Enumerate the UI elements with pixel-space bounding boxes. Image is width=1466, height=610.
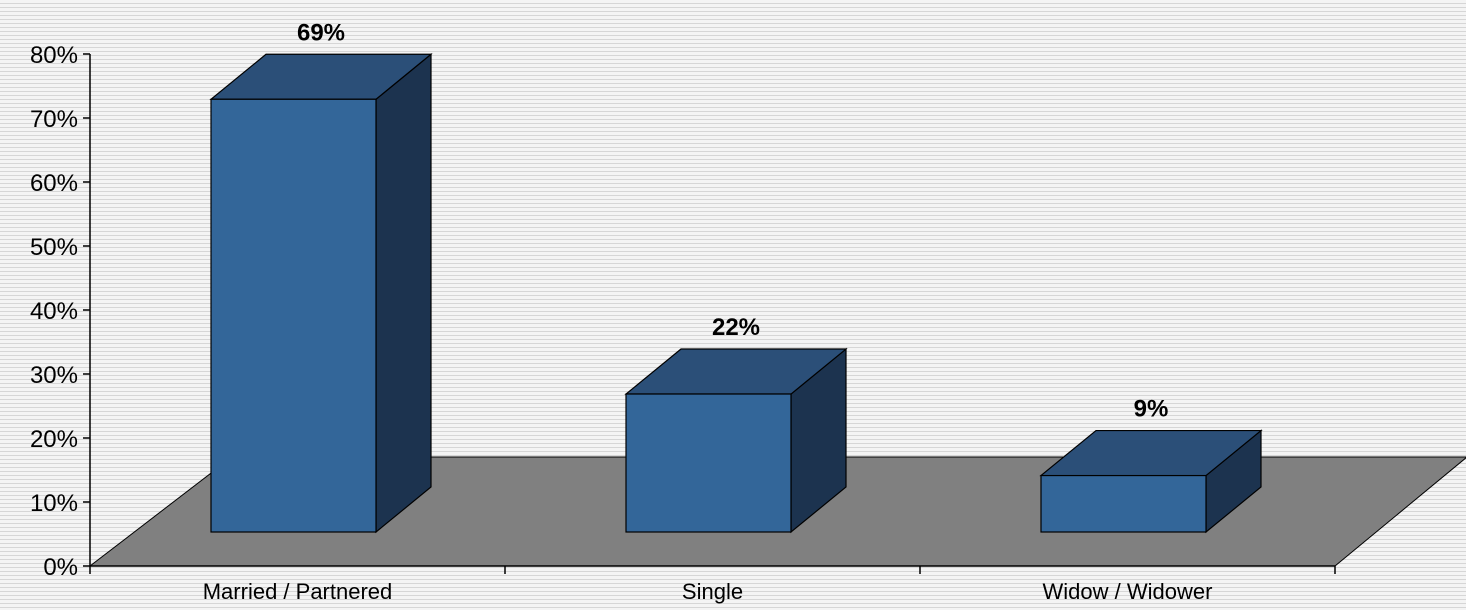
category-label: Widow / Widower <box>1043 579 1213 604</box>
y-tick-label: 70% <box>30 106 78 133</box>
bar <box>624 347 848 534</box>
bar-front-face <box>210 98 377 533</box>
data-label: 69% <box>297 19 345 46</box>
y-tick-label: 20% <box>30 426 78 453</box>
category-label: Married / Partnered <box>203 579 393 604</box>
y-tick-label: 50% <box>30 234 78 261</box>
bar-front-face <box>1040 474 1207 533</box>
y-tick-label: 80% <box>30 42 78 69</box>
bar-side-face <box>375 53 432 534</box>
y-tick-label: 0% <box>43 554 78 581</box>
y-tick-label: 40% <box>30 298 78 325</box>
y-tick-label: 10% <box>30 490 78 517</box>
bar-front-face <box>625 393 792 533</box>
data-label: 22% <box>712 314 760 341</box>
category-label: Single <box>682 579 743 604</box>
y-tick-label: 60% <box>30 170 78 197</box>
bar <box>1039 429 1263 534</box>
data-label: 9% <box>1134 396 1169 423</box>
y-tick-label: 30% <box>30 362 78 389</box>
bar <box>209 53 433 534</box>
